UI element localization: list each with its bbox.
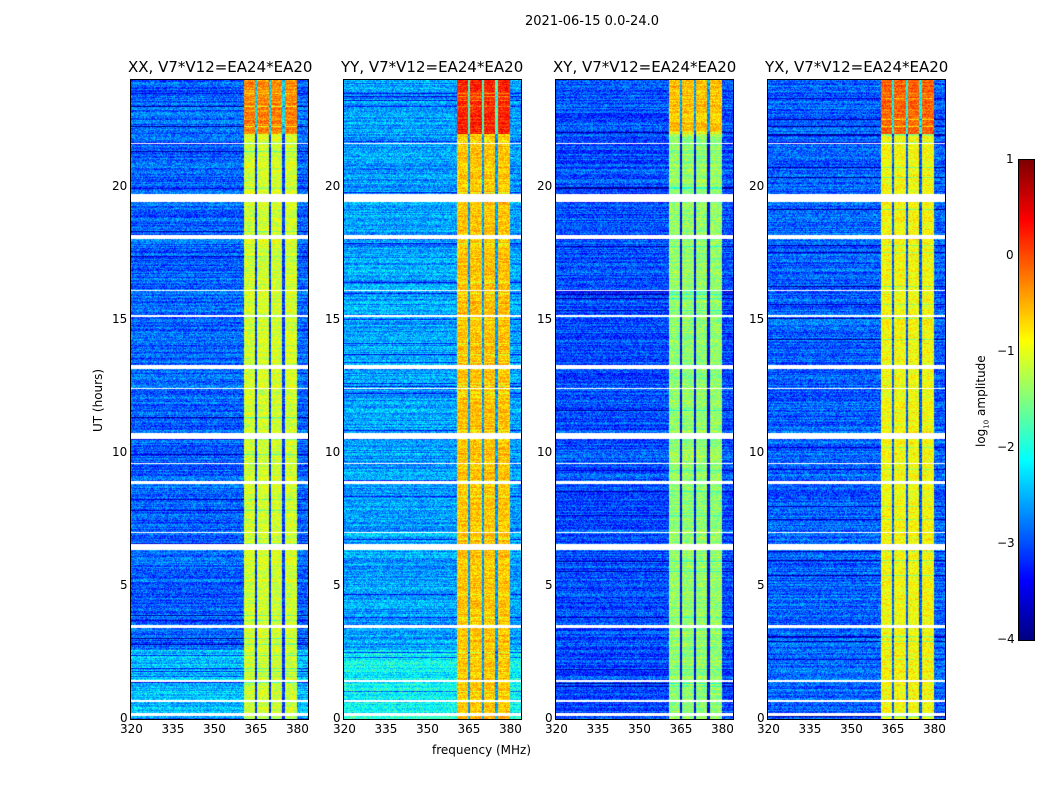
- y-tick-label: 15: [325, 311, 341, 326]
- y-tick-label: 0: [333, 711, 341, 725]
- x-tick-label: 380: [710, 722, 734, 736]
- x-tick-label: 380: [498, 722, 522, 736]
- figure-title: 2021-06-15 0.0-24.0: [525, 14, 659, 29]
- waterfall-heatmap: [344, 80, 521, 719]
- colorbar-tick-label: −1: [997, 344, 1015, 358]
- y-tick-label: 0: [757, 711, 765, 725]
- panel-title: YX, V7*V12=EA24*EA20: [765, 58, 949, 76]
- panel-title: YY, V7*V12=EA24*EA20: [341, 58, 524, 76]
- x-tick-label: 335: [586, 722, 610, 736]
- x-tick-label: 380: [922, 722, 946, 736]
- y-tick-label: 5: [333, 577, 341, 592]
- waterfall-heatmap: [768, 80, 945, 719]
- panel-title: XX, V7*V12=EA24*EA20: [128, 58, 313, 76]
- y-axis-label: UT (hours): [91, 368, 105, 432]
- y-tick-label: 5: [545, 577, 553, 592]
- x-tick-label: 350: [415, 722, 439, 736]
- x-tick-label: 320: [545, 722, 568, 736]
- y-tick-label: 10: [112, 444, 128, 459]
- y-tick-label: 20: [749, 178, 765, 193]
- y-tick-label: 15: [112, 311, 128, 326]
- y-tick-label: 15: [749, 311, 765, 326]
- panel-title: XY, V7*V12=EA24*EA20: [553, 58, 737, 76]
- x-tick-label: 320: [333, 722, 356, 736]
- x-tick-label: 350: [839, 722, 863, 736]
- y-tick-label: 15: [537, 311, 553, 326]
- x-tick-label: 365: [881, 722, 905, 736]
- colorbar-tick-label: 0: [1006, 248, 1014, 262]
- y-tick-label: 20: [112, 178, 128, 193]
- x-tick-label: 335: [374, 722, 398, 736]
- waterfall-heatmap: [131, 80, 308, 719]
- y-tick-label: 20: [325, 178, 341, 193]
- x-tick-label: 350: [202, 722, 226, 736]
- x-tick-label: 320: [757, 722, 780, 736]
- colorbar-tick-label: −2: [997, 440, 1015, 454]
- y-tick-label: 10: [749, 444, 765, 459]
- y-tick-label: 5: [757, 577, 765, 592]
- y-tick-label: 5: [120, 577, 128, 592]
- y-tick-label: 0: [545, 711, 553, 725]
- colorbar-tick-label: −4: [997, 632, 1015, 646]
- y-tick-label: 10: [537, 444, 553, 459]
- x-tick-label: 350: [627, 722, 651, 736]
- x-tick-label: 335: [161, 722, 185, 736]
- x-tick-label: 335: [798, 722, 822, 736]
- x-tick-label: 320: [120, 722, 143, 736]
- y-tick-label: 10: [325, 444, 341, 459]
- colorbar-tick-label: −3: [997, 536, 1015, 550]
- colorbar-tick-label: 1: [1006, 152, 1014, 166]
- colorbar: [1019, 160, 1034, 640]
- x-tick-label: 365: [669, 722, 693, 736]
- colorbar-label: log10 amplitude: [974, 355, 991, 447]
- waterfall-heatmap: [556, 80, 733, 719]
- x-tick-label: 365: [457, 722, 481, 736]
- y-tick-label: 0: [120, 711, 128, 725]
- x-tick-label: 380: [285, 722, 309, 736]
- y-tick-label: 20: [537, 178, 553, 193]
- x-tick-label: 365: [244, 722, 268, 736]
- x-axis-label: frequency (MHz): [432, 743, 532, 757]
